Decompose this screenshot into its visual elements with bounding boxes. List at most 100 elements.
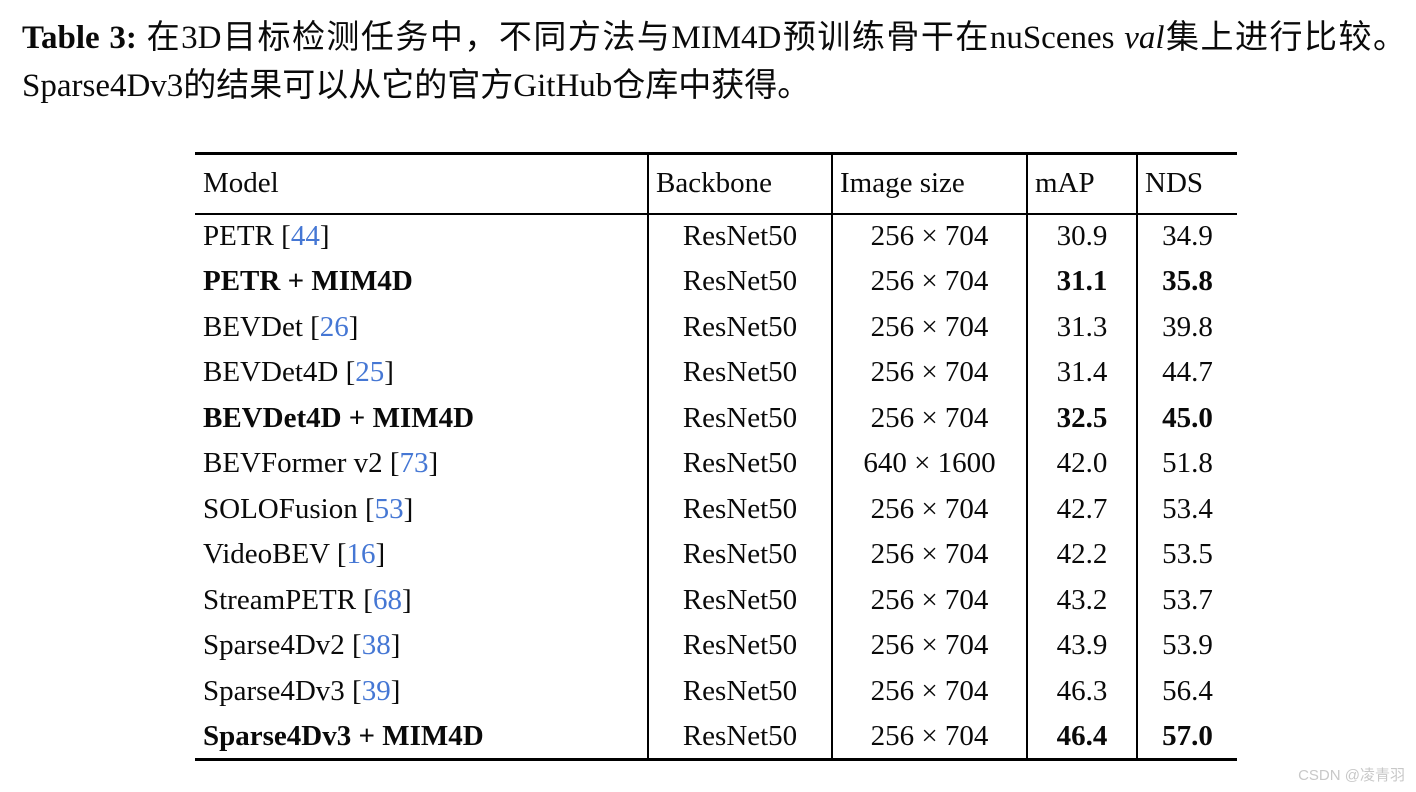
model-cell: StreamPETR [68] [203,583,412,616]
citation-link[interactable]: 44 [290,220,320,253]
nds-cell: 34.9 [1136,213,1237,259]
nds-cell: 39.8 [1136,304,1237,350]
backbone-cell: ResNet50 [647,577,832,623]
nds-cell: 53.9 [1136,623,1237,669]
backbone-cell: ResNet50 [647,259,832,305]
model-cell: Sparse4Dv3 [39] [203,674,401,707]
table-row: BEVDet4D + MIM4D ResNet50 256 × 704 32.5 45.… [195,395,1237,442]
backbone-cell: ResNet50 [647,668,832,714]
table-row: BEVDet4D [25] ResNet50 256 × 704 31.4 44.7 [195,350,1237,396]
table-row: Sparse4Dv3 + MIM4D ResNet50 256 × 704 46.4 5… [195,714,1237,760]
model-cell: BEVFormer v2 [73] [203,447,439,480]
map-cell: 42.2 [1026,532,1137,578]
citation-link[interactable]: 53 [374,492,404,525]
map-cell: 43.2 [1026,577,1137,623]
backbone-cell: ResNet50 [647,714,832,760]
nds-cell: 57.0 [1136,714,1237,760]
header-nds: NDS [1136,153,1237,214]
model-cell: PETR + MIM4D [195,259,648,305]
image-size-cell: 256 × 704 [831,714,1027,760]
model-name: Sparse4Dv3 [203,674,345,707]
backbone-cell: ResNet50 [647,304,832,350]
table-row: VideoBEV [16] ResNet50 256 × 704 42.2 53.5 [195,532,1237,578]
caption-text-after-val: 集上进行比较。Sparse4Dv3的结果可以从它的官方GitHub仓库中获得。 [22,20,1407,104]
model-cell: BEVDet4D [25] [203,356,394,389]
model-name: BEVFormer v2 [203,447,383,480]
map-cell: 31.1 [1026,259,1137,305]
citation-link[interactable]: 16 [346,538,376,571]
citation-link[interactable]: 25 [355,356,385,389]
header-row: Model Backbone Image size mAP NDS [195,153,1237,214]
citation-link[interactable]: 39 [361,674,391,707]
map-cell: 42.0 [1026,441,1137,487]
model-name: BEVDet [203,310,303,343]
map-cell: 46.4 [1026,714,1137,760]
image-size-cell: 640 × 1600 [831,441,1027,487]
table-row: PETR + MIM4D ResNet50 256 × 704 31.1 35.8 [195,259,1237,305]
model-name: Sparse4Dv2 [203,629,345,662]
caption-text-before-val: 在3D目标检测任务中，不同方法与MIM4D预训练骨干在nuScenes [136,20,1125,56]
model-name: SOLOFusion [203,492,358,525]
map-cell: 46.3 [1026,668,1137,714]
image-size-cell: 256 × 704 [831,486,1027,532]
image-size-cell: 256 × 704 [831,259,1027,305]
backbone-cell: ResNet50 [647,441,832,487]
model-name: PETR [203,220,274,253]
table-row: BEVFormer v2 [73] ResNet50 640 × 1600 42.0 5… [195,441,1237,487]
citation-link[interactable]: 68 [372,583,402,616]
model-cell: PETR [44] [203,220,330,253]
backbone-cell: ResNet50 [647,213,832,259]
nds-cell: 35.8 [1136,259,1237,305]
nds-cell: 53.7 [1136,577,1237,623]
nds-cell: 44.7 [1136,350,1237,396]
model-cell: BEVDet4D + MIM4D [195,396,648,442]
nds-cell: 56.4 [1136,668,1237,714]
model-cell: Sparse4Dv3 + MIM4D [195,714,648,760]
image-size-cell: 256 × 704 [831,668,1027,714]
table-row: BEVDet [26] ResNet50 256 × 704 31.3 39.8 [195,304,1237,350]
caption-val-italic: val [1124,20,1165,56]
backbone-cell: ResNet50 [647,486,832,532]
results-table: Model Backbone Image size mAP NDS PETR [… [195,152,1237,761]
map-cell: 32.5 [1026,395,1137,441]
map-cell: 31.3 [1026,304,1137,350]
model-name: BEVDet4D [203,356,339,389]
image-size-cell: 256 × 704 [831,304,1027,350]
model-name: Sparse4Dv3 + MIM4D [203,719,484,752]
header-image-size: Image size [831,153,1027,214]
header-backbone: Backbone [647,153,832,214]
backbone-cell: ResNet50 [647,532,832,578]
model-cell: SOLOFusion [53] [203,492,414,525]
backbone-cell: ResNet50 [647,350,832,396]
backbone-cell: ResNet50 [647,395,832,441]
image-size-cell: 256 × 704 [831,350,1027,396]
csdn-watermark: CSDN @凌青羽 [1298,767,1405,784]
model-name: VideoBEV [203,538,330,571]
nds-cell: 53.5 [1136,532,1237,578]
table-row: Sparse4Dv3 [39] ResNet50 256 × 704 46.3 56.4 [195,668,1237,714]
map-cell: 30.9 [1026,213,1137,259]
model-cell: VideoBEV [16] [203,538,386,571]
image-size-cell: 256 × 704 [831,532,1027,578]
nds-cell: 45.0 [1136,395,1237,441]
backbone-cell: ResNet50 [647,623,832,669]
citation-link[interactable]: 73 [399,447,429,480]
image-size-cell: 256 × 704 [831,395,1027,441]
model-cell: BEVDet [26] [203,310,359,343]
nds-cell: 53.4 [1136,486,1237,532]
map-cell: 42.7 [1026,486,1137,532]
citation-link[interactable]: 26 [319,310,349,343]
citation-link[interactable]: 38 [361,629,391,662]
table-row: StreamPETR [68] ResNet50 256 × 704 43.2 53.7 [195,577,1237,623]
image-size-cell: 256 × 704 [831,213,1027,259]
map-cell: 31.4 [1026,350,1137,396]
table-body: PETR [44] ResNet50 256 × 704 30.9 34.9 PETR +… [195,213,1237,760]
header-model: Model [203,167,279,200]
header-map: mAP [1026,153,1137,214]
table-row: PETR [44] ResNet50 256 × 704 30.9 34.9 [195,213,1237,259]
image-size-cell: 256 × 704 [831,623,1027,669]
model-name: StreamPETR [203,583,357,616]
nds-cell: 51.8 [1136,441,1237,487]
image-size-cell: 256 × 704 [831,577,1027,623]
caption-label: Table 3: [22,20,137,56]
